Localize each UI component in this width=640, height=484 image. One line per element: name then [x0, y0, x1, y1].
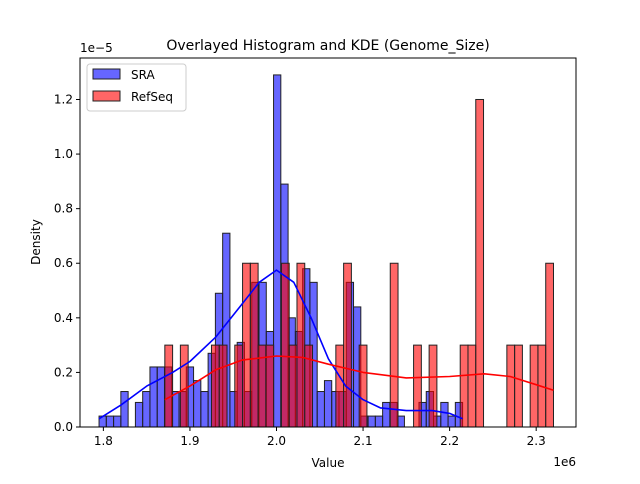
bar-refseq-0	[164, 344, 174, 428]
x-tick-label: 2.3	[527, 434, 546, 448]
bar-sra-38	[374, 415, 384, 428]
bar-refseq-23	[343, 262, 352, 428]
bar-sra-5	[134, 401, 144, 428]
x-tick-label: 2.0	[267, 434, 286, 448]
bar-refseq-9	[234, 344, 244, 428]
bar-refseq-17	[296, 262, 306, 428]
bar-refseq-32	[413, 344, 422, 428]
bar-refseq-44	[506, 344, 516, 428]
chart-title: Overlayed Histogram and KDE (Genome_Size…	[166, 38, 489, 54]
bar-refseq-10	[242, 262, 251, 428]
bar-sra-30	[316, 391, 325, 428]
bar-sra-7	[149, 366, 158, 428]
y-offset-label: 1e−5	[80, 41, 113, 55]
bar-sra-1	[105, 415, 115, 428]
bar-refseq-18	[304, 344, 314, 428]
bar-refseq-47	[529, 344, 539, 428]
kde-line-sra	[98, 269, 463, 420]
bar-sra-13	[193, 380, 202, 428]
bar-refseq-15	[280, 262, 290, 428]
bar-refseq-49	[545, 262, 554, 428]
y-tick-label: 1.2	[54, 92, 73, 106]
x-tick-label: 2.1	[354, 434, 373, 448]
legend-swatch-sra	[92, 68, 121, 80]
bar-refseq-29	[389, 262, 399, 428]
bar-sra-37	[367, 415, 376, 428]
x-tick-label: 1.9	[180, 434, 199, 448]
bar-sra-24	[273, 74, 282, 428]
bar-sra-3	[120, 391, 129, 428]
y-tick-label: 0.2	[54, 365, 73, 379]
y-tick-label: 1.0	[54, 147, 73, 161]
bar-sra-14	[200, 391, 209, 428]
legend-label-sra: SRA	[131, 68, 155, 82]
bar-sra-2	[113, 415, 122, 428]
bar-sra-48	[447, 415, 456, 428]
bar-refseq-2	[179, 344, 189, 428]
bar-refseq-22	[335, 344, 345, 428]
bar-refseq-45	[514, 344, 523, 428]
bar-refseq-38	[459, 344, 469, 428]
bar-refseq-25	[358, 344, 368, 428]
bar-refseq-40	[475, 98, 485, 428]
legend-swatch-refseq	[92, 90, 121, 102]
y-tick-label: 0.4	[54, 311, 73, 325]
axes-frame	[79, 57, 577, 428]
x-tick-label: 2.2	[440, 434, 459, 448]
bar-refseq-6	[210, 344, 220, 428]
bar-sra-31	[323, 380, 333, 428]
bar-sra-47	[440, 401, 449, 428]
bar-sra-8	[156, 366, 165, 428]
bar-refseq-34	[428, 344, 438, 428]
bar-sra-6	[142, 391, 151, 428]
x-tick-label: 1.8	[94, 434, 113, 448]
bar-sra-39	[382, 401, 391, 428]
legend: SRA RefSeq	[86, 63, 187, 112]
x-offset-label: 1e6	[553, 455, 576, 469]
y-tick-label: 0.6	[54, 256, 73, 270]
x-axis-label: Value	[312, 456, 345, 470]
legend-label-refseq: RefSeq	[131, 90, 173, 104]
bar-refseq-39	[467, 344, 477, 428]
y-tick-label: 0.8	[54, 202, 73, 216]
y-axis-label: Density	[29, 219, 43, 265]
y-tick-label: 0.0	[54, 420, 73, 434]
bar-refseq-7	[218, 344, 228, 428]
kde-line-refseq	[164, 355, 554, 401]
